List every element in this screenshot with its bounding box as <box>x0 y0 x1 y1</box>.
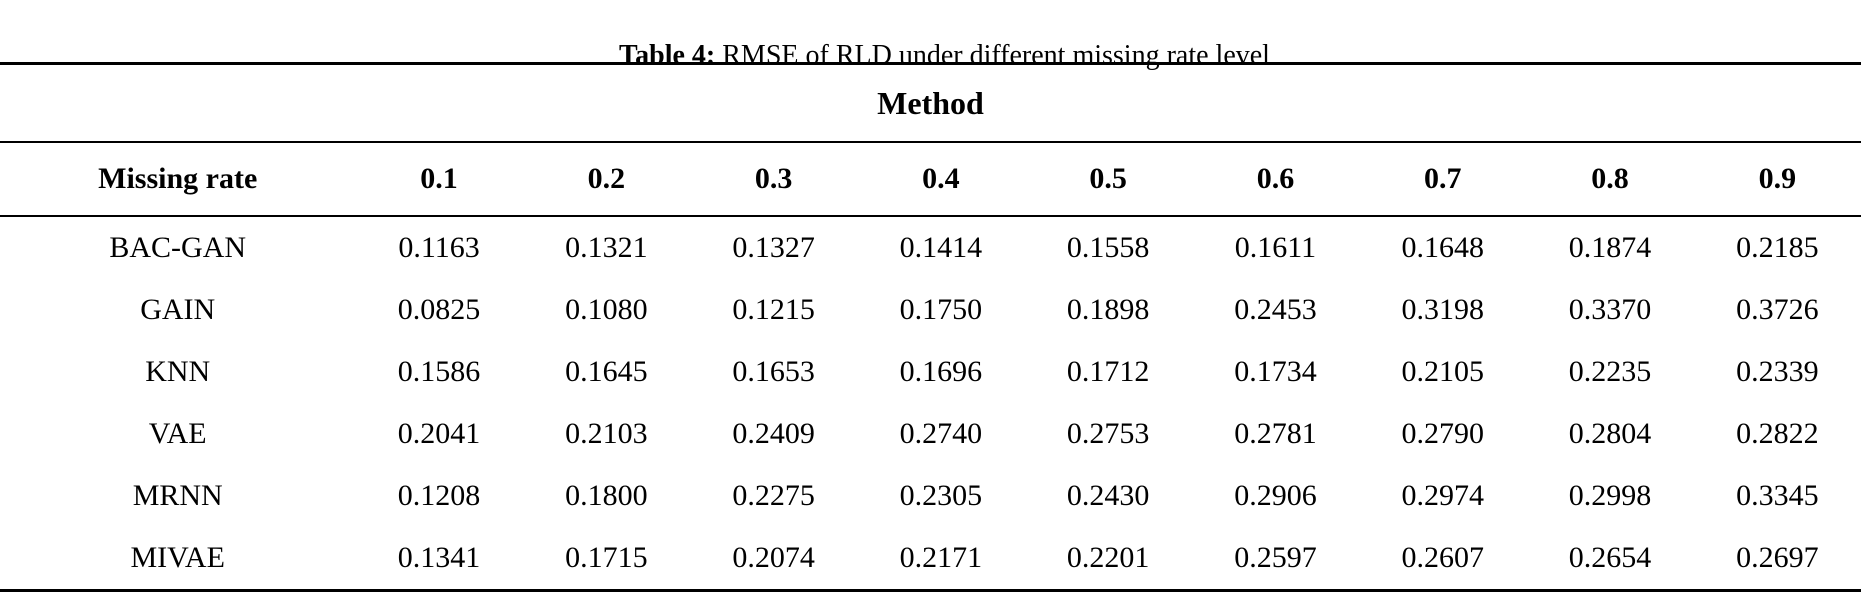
missing-rate-col-header-0.5: 0.5 <box>1024 142 1192 217</box>
rmse-value: 0.2654 <box>1568 541 1652 574</box>
rmse-value: 0.2339 <box>1736 355 1819 388</box>
rmse-value: 0.2697 <box>1736 541 1819 574</box>
rmse-value: 0.2781 <box>1234 417 1317 450</box>
rmse-value: 0.2804 <box>1568 417 1652 450</box>
rmse-value: 0.1734 <box>1234 355 1317 388</box>
column-header-row: Missing rate 0.1 0.2 0.3 0.4 0.5 0.6 0.7 0.8 0.9 <box>0 142 1861 217</box>
missing-rate-col-header-0.7: 0.7 <box>1359 142 1527 217</box>
rmse-value: 0.2753 <box>1066 417 1150 450</box>
rmse-value: 0.1800 <box>565 479 648 512</box>
rmse-value: 0.3370 <box>1568 293 1652 326</box>
rmse-value: 0.2906 <box>1234 479 1317 512</box>
rmse-value: 0.2790 <box>1401 417 1484 450</box>
rmse-value: 0.2822 <box>1736 417 1819 450</box>
method-group-row: Method <box>0 63 1861 143</box>
rmse-value: 0.2041 <box>397 417 481 450</box>
rmse-value: 0.1327 <box>732 231 815 264</box>
rmse-value: 0.2275 <box>732 479 815 512</box>
rmse-value: 0.3726 <box>1736 293 1819 326</box>
table-row-mivae: MIVAE 0.1341 0.1715 0.2074 0.2171 0.2201 0.259… <box>0 527 1861 591</box>
rmse-value: 0.2430 <box>1066 479 1150 512</box>
rmse-value: 0.1080 <box>565 293 648 326</box>
rmse-value: 0.1586 <box>397 355 481 388</box>
rmse-value: 0.2103 <box>565 417 648 450</box>
missing-rate-col-header-0.2: 0.2 <box>522 142 690 217</box>
rmse-value: 0.2185 <box>1736 231 1819 264</box>
missing-rate-col-header-0.1: 0.1 <box>355 142 523 217</box>
rmse-value: 0.1696 <box>899 355 983 388</box>
method-name: GAIN <box>140 293 216 326</box>
rmse-value: 0.1215 <box>732 293 815 326</box>
missing-rate-col-header-0.4: 0.4 <box>857 142 1025 217</box>
rmse-value: 0.1341 <box>397 541 481 574</box>
rmse-value: 0.2974 <box>1401 479 1484 512</box>
rmse-value: 0.2998 <box>1568 479 1652 512</box>
rmse-value: 0.1653 <box>732 355 815 388</box>
method-name: MRNN <box>132 479 223 512</box>
rmse-value: 0.2171 <box>899 541 983 574</box>
rmse-value: 0.1558 <box>1066 231 1150 264</box>
missing-rate-col-header-0.6: 0.6 <box>1191 142 1360 217</box>
table-row-mrnn: MRNN 0.1208 0.1800 0.2275 0.2305 0.2430 0.2906… <box>0 465 1861 527</box>
missing-rate-col-header-0.3: 0.3 <box>689 142 858 217</box>
rmse-value: 0.0825 <box>397 293 481 326</box>
rmse-value: 0.1611 <box>1234 231 1317 264</box>
rmse-value: 0.1715 <box>565 541 648 574</box>
rmse-value: 0.2235 <box>1568 355 1652 388</box>
missing-rate-header: Missing rate <box>0 142 356 217</box>
rmse-value: 0.1898 <box>1066 293 1150 326</box>
rmse-value: 0.3198 <box>1401 293 1484 326</box>
rmse-value: 0.1750 <box>899 293 983 326</box>
rmse-value: 0.1321 <box>565 231 648 264</box>
rmse-value: 0.1648 <box>1401 231 1484 264</box>
rmse-value: 0.2453 <box>1234 293 1317 326</box>
table-row-knn: KNN 0.1586 0.1645 0.1653 0.1696 0.1712 0.1734 0… <box>0 341 1861 403</box>
rmse-value: 0.2740 <box>899 417 983 450</box>
rmse-value: 0.1208 <box>397 479 481 512</box>
rmse-table: Method Missing rate 0.1 0.2 0.3 0.4 0.5 0.6 0.… <box>0 62 1861 592</box>
rmse-value: 0.1712 <box>1066 355 1150 388</box>
method-name: MIVAE <box>130 541 225 574</box>
table-caption-text: RMSE of RLD under different missing rate… <box>715 40 1270 71</box>
method-name: KNN <box>145 355 211 388</box>
rmse-value: 0.1874 <box>1568 231 1652 264</box>
missing-rate-col-header-0.8: 0.8 <box>1526 142 1694 217</box>
table-row-vae: VAE 0.2041 0.2103 0.2409 0.2740 0.2753 0.2781 0… <box>0 403 1861 465</box>
rmse-value: 0.2597 <box>1234 541 1317 574</box>
method-name: VAE <box>148 417 207 450</box>
method-name: BAC-GAN <box>109 231 247 264</box>
table-caption-label: Table 4: <box>619 40 716 71</box>
rmse-value: 0.1645 <box>565 355 648 388</box>
rmse-value: 0.2409 <box>732 417 815 450</box>
rmse-value: 0.2201 <box>1066 541 1150 574</box>
rmse-value: 0.2607 <box>1401 541 1484 574</box>
table-caption: Table 4: RMSE of RLD under different mis… <box>0 0 1861 71</box>
rmse-value: 0.3345 <box>1736 479 1819 512</box>
table-row-bac-gan: BAC-GAN 0.1163 0.1321 0.1327 0.1414 0.1558 0.1… <box>0 216 1861 279</box>
table-row-gain: GAIN 0.0825 0.1080 0.1215 0.1750 0.1898 0.2453… <box>0 279 1861 341</box>
rmse-value: 0.1163 <box>398 231 480 264</box>
rmse-value: 0.2305 <box>899 479 983 512</box>
rmse-value: 0.2074 <box>732 541 815 574</box>
rmse-value: 0.1414 <box>899 231 983 264</box>
missing-rate-col-header-0.9: 0.9 <box>1693 142 1861 217</box>
method-group-header: Method <box>0 63 1861 143</box>
rmse-value: 0.2105 <box>1401 355 1484 388</box>
